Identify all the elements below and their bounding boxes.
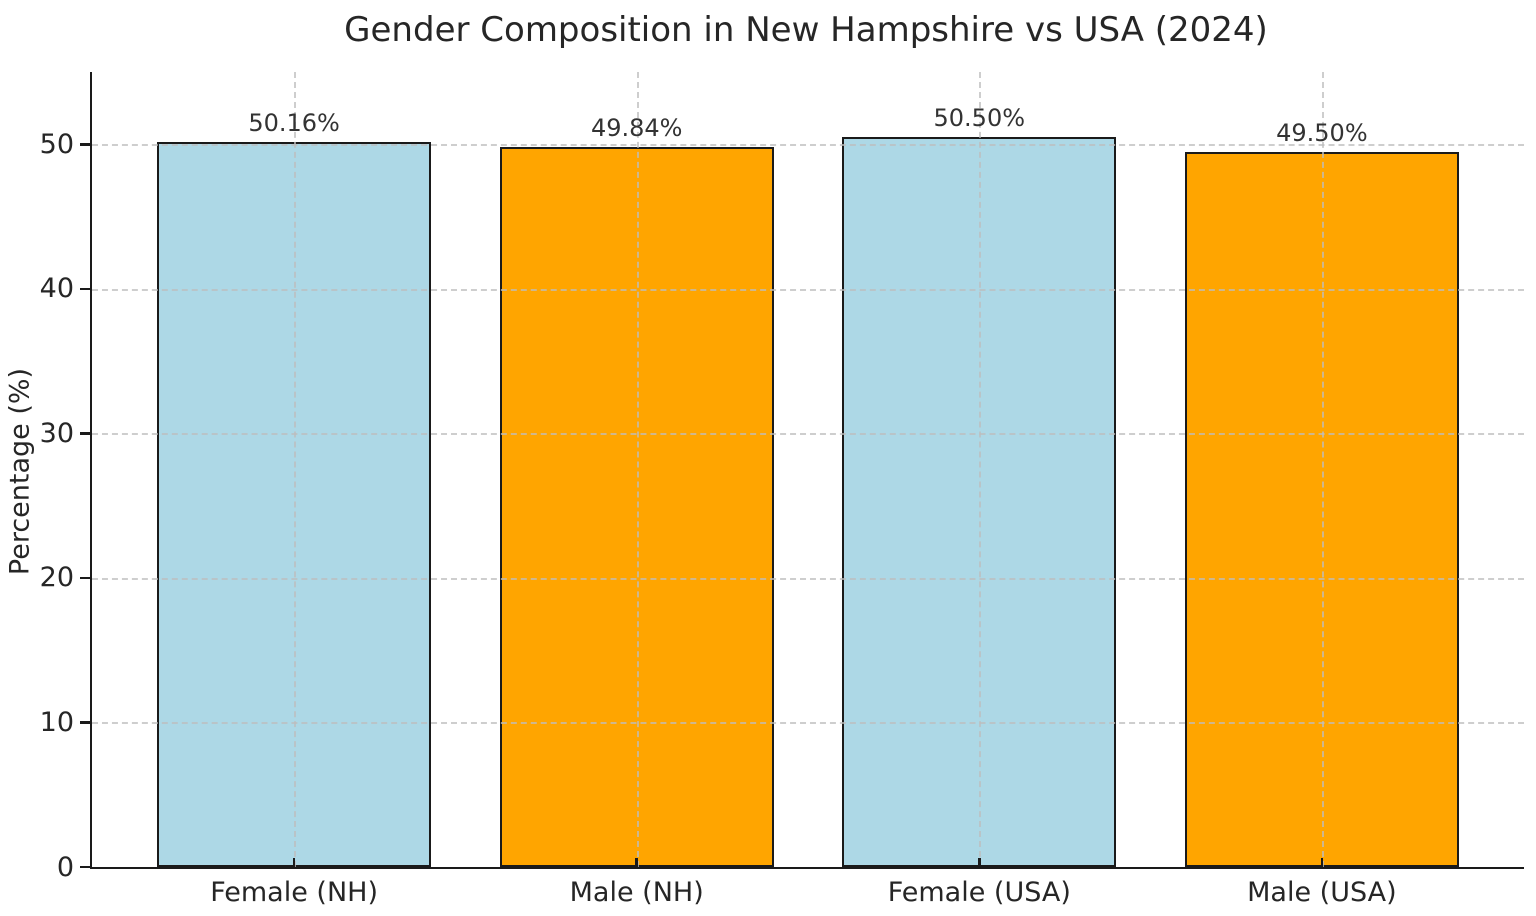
x-tick-label: Male (NH): [569, 877, 704, 908]
bar: [1184, 151, 1459, 867]
chart-title: Gender Composition in New Hampshire vs U…: [344, 10, 1268, 50]
bar-value-label: 49.50%: [1276, 118, 1368, 147]
x-tick: [292, 858, 296, 867]
x-tick: [1320, 858, 1324, 867]
bar-value-label: 50.16%: [248, 108, 340, 137]
y-tick: [80, 576, 92, 580]
bar: [842, 137, 1117, 867]
y-tick: [80, 143, 92, 146]
x-tick-label: Female (NH): [210, 877, 378, 908]
bar-value-label: 49.84%: [590, 113, 683, 142]
y-tick-label: 30: [39, 417, 74, 449]
x-tick: [635, 858, 638, 867]
y-axis-label: Percentage (%): [4, 367, 36, 576]
x-tick-label: Female (USA): [887, 877, 1071, 908]
y-tick-label: 10: [39, 706, 74, 738]
y-tick: [80, 287, 92, 291]
bar: [499, 146, 774, 867]
y-tick: [80, 865, 92, 869]
y-tick-label: 40: [39, 273, 74, 305]
x-tick-label: Male (USA): [1247, 877, 1397, 908]
y-tick-label: 20: [39, 562, 74, 594]
bar-value-label: 50.50%: [933, 104, 1026, 133]
y-tick: [80, 721, 92, 724]
plot-area: 0 10 20 30 40 50 Female (NH) 50.16% Male (NH) 49.…: [40, 72, 1524, 908]
y-tick-label: 50: [39, 128, 74, 160]
bar: [157, 141, 432, 867]
y-tick-label: 0: [56, 851, 74, 883]
x-tick: [978, 858, 981, 867]
y-tick: [80, 432, 92, 435]
